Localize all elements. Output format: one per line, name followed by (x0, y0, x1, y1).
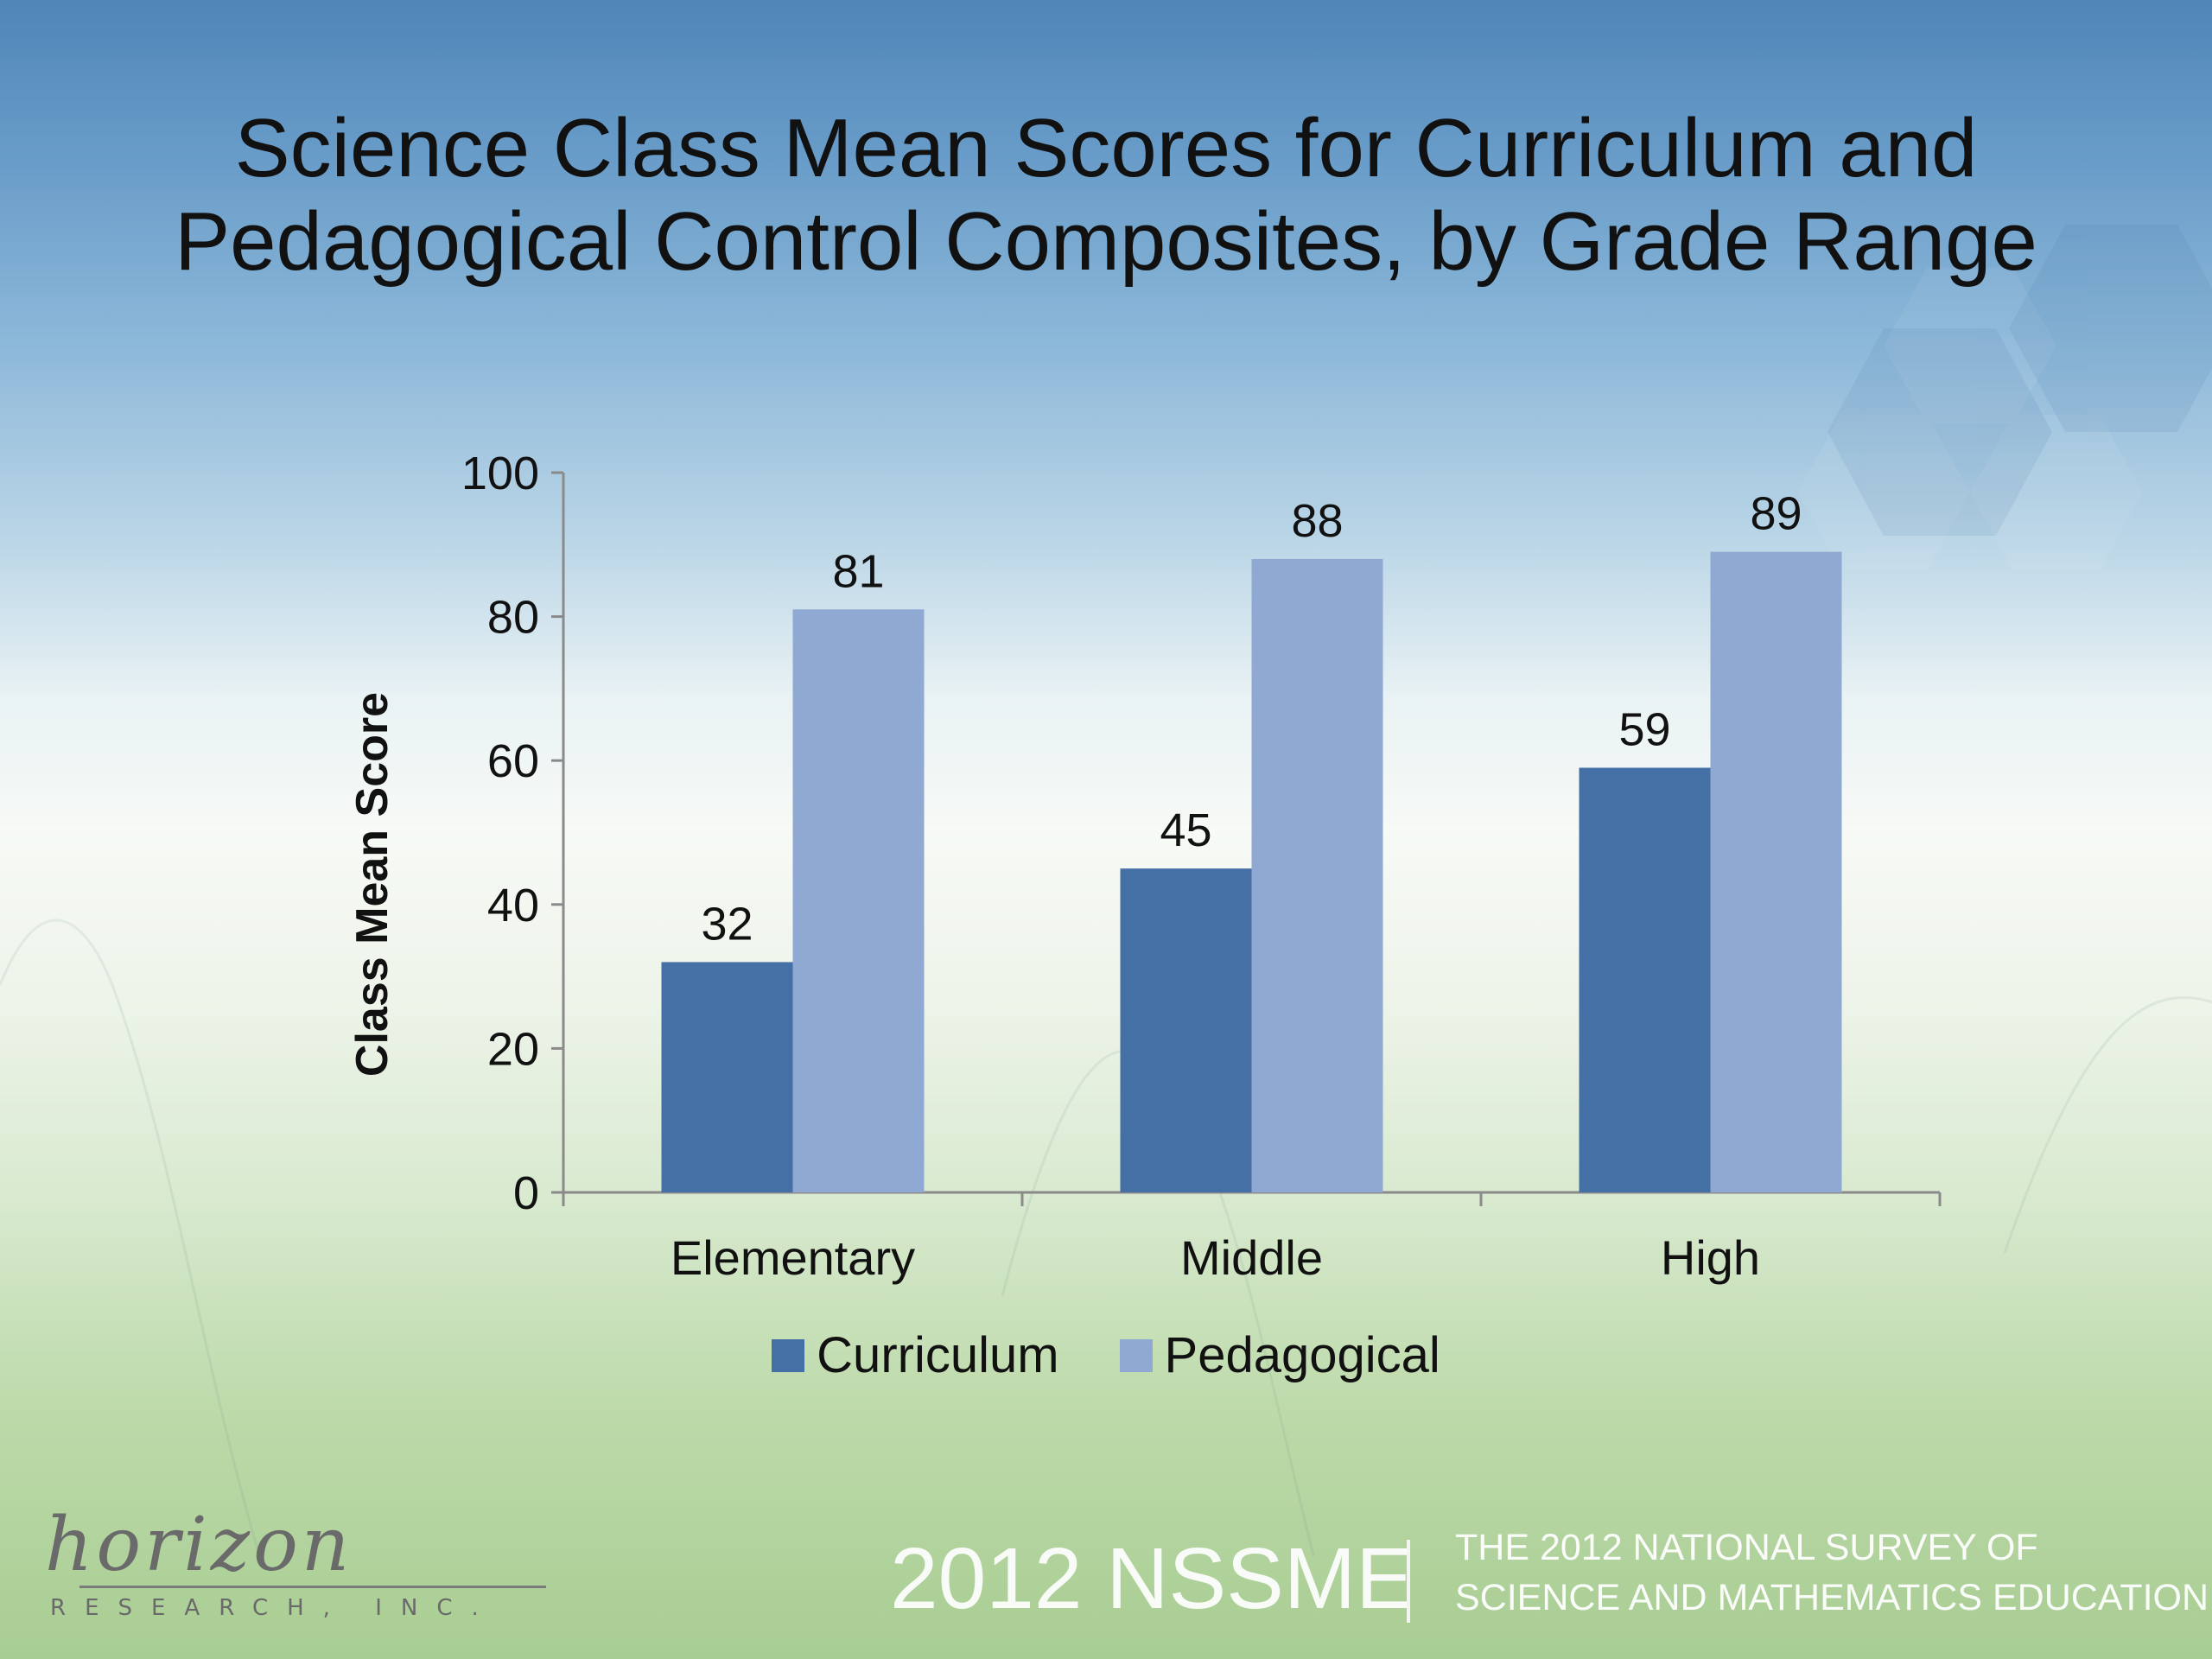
data-label: 45 (1160, 804, 1211, 856)
legend-item-pedagogical: Pedagogical (1119, 1326, 1440, 1384)
horizon-research-logo: horizon RESEARCH, INC. (45, 1508, 546, 1621)
legend-label-pedagogical: Pedagogical (1164, 1327, 1440, 1383)
legend-swatch-pedagogical (1119, 1338, 1153, 1372)
slide-title-line-2: Pedagogical Control Composites, by Grade… (175, 195, 2037, 288)
footer-brand: 2012 NSSME (890, 1530, 1414, 1627)
y-tick-label: 80 (487, 592, 539, 644)
x-category-label: Elementary (671, 1230, 915, 1285)
y-tick-label: 20 (487, 1023, 539, 1075)
logo-script-text: horizon (45, 1502, 353, 1588)
bar-curriculum-elementary (661, 962, 793, 1192)
y-tick-label: 100 (461, 448, 539, 499)
bar-pedagogical-high (1710, 551, 1842, 1192)
y-axis-title: Class Mean Score (347, 692, 397, 1077)
x-category-label: High (1661, 1230, 1760, 1285)
y-tick-label: 60 (487, 735, 539, 787)
data-label: 89 (1750, 488, 1802, 540)
data-label: 81 (832, 545, 884, 597)
y-tick-label: 40 (487, 880, 539, 931)
bar-pedagogical-middle (1251, 558, 1383, 1192)
logo-underline (79, 1586, 546, 1588)
footer-subtitle-line-2: SCIENCE AND MATHEMATICS EDUCATION (1455, 1577, 2209, 1618)
legend-label-curriculum: Curriculum (817, 1327, 1059, 1383)
footer-separator (1407, 1540, 1410, 1623)
legend-item-curriculum: Curriculum (772, 1326, 1059, 1384)
bar-curriculum-high (1579, 767, 1711, 1192)
logo-subtitle: RESEARCH, INC. (50, 1595, 498, 1621)
bar-pedagogical-elementary (792, 609, 925, 1192)
slide-title: Science Class Mean Scores for Curriculum… (0, 102, 2212, 289)
footer-subtitle: THE 2012 NATIONAL SURVEY OF SCIENCE AND … (1455, 1522, 2209, 1623)
legend-swatch-curriculum (772, 1338, 805, 1372)
x-category-label: Middle (1180, 1230, 1323, 1285)
footer-subtitle-line-1: THE 2012 NATIONAL SURVEY OF (1455, 1527, 2038, 1568)
chart-legend: Curriculum Pedagogical (0, 1326, 2212, 1384)
slide-title-line-1: Science Class Mean Scores for Curriculum… (234, 102, 1978, 194)
data-label: 88 (1291, 495, 1343, 547)
data-label: 59 (1618, 704, 1670, 756)
bar-curriculum-middle (1120, 868, 1252, 1192)
data-label: 32 (701, 898, 753, 950)
y-tick-label: 0 (513, 1167, 539, 1219)
